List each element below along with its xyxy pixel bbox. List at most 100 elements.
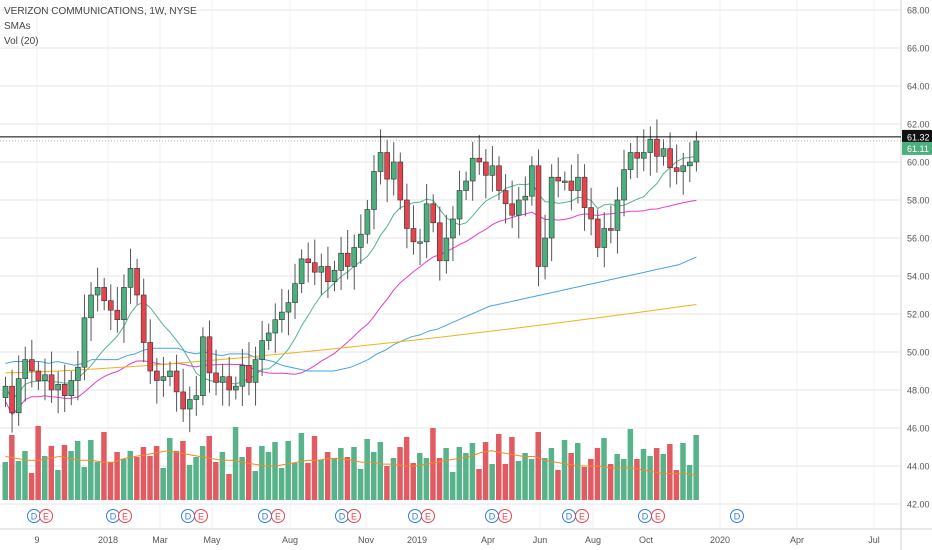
- event-marker-label: E: [655, 512, 661, 522]
- x-tick-label: 2020: [710, 535, 730, 545]
- volume-bar: [430, 428, 436, 500]
- candle-body: [259, 340, 265, 360]
- event-marker-label: D: [31, 512, 38, 522]
- volume-bar: [660, 454, 666, 500]
- volume-bar: [548, 448, 555, 500]
- volume-bar: [509, 437, 515, 500]
- volume-bar: [476, 469, 482, 500]
- candle-body: [456, 190, 463, 220]
- candle-body: [206, 336, 213, 374]
- candle-body: [292, 283, 298, 303]
- candle-body: [239, 364, 246, 387]
- candle-body: [463, 180, 469, 191]
- earnings-marker: [575, 509, 589, 523]
- volume-bar: [318, 460, 324, 500]
- candle-body: [542, 237, 548, 267]
- y-tick-label: 56.00: [907, 234, 930, 244]
- volume-bar: [667, 444, 673, 500]
- y-tick-label: 44.00: [907, 462, 930, 472]
- candle-body: [654, 138, 660, 157]
- y-tick-label: 60.00: [907, 158, 930, 168]
- event-marker-label: E: [122, 512, 128, 522]
- candle-body: [483, 161, 489, 176]
- candle-body: [42, 374, 48, 381]
- chart-legend: VERIZON COMMUNICATIONS, 1W, NYSE SMAs Vo…: [4, 4, 197, 49]
- sma-short-line: [5, 155, 697, 401]
- last-price-label: 61.11: [907, 144, 929, 154]
- sma-legend[interactable]: SMAs: [4, 21, 31, 32]
- volume-legend[interactable]: Vol (20): [4, 36, 39, 47]
- event-marker-label: D: [110, 512, 117, 522]
- volume-bar: [555, 470, 561, 500]
- candle-body: [489, 165, 496, 176]
- volume-bar: [265, 452, 272, 500]
- volume-bar: [370, 452, 377, 500]
- volume-bar: [55, 470, 61, 500]
- earnings-marker: [498, 509, 512, 523]
- candle-body: [331, 269, 338, 282]
- candle-body: [325, 266, 331, 282]
- y-axis[interactable]: 42.00 44.00 46.00 48.00 50.00 52.00 54.00 56.00…: [907, 6, 930, 510]
- y-tick-label: 58.00: [907, 196, 930, 206]
- candle-body: [9, 385, 15, 414]
- candle-body: [581, 176, 588, 208]
- candle-body: [351, 247, 358, 267]
- volume-bar: [535, 432, 541, 500]
- candle-body: [522, 195, 529, 201]
- volume-bar: [311, 436, 318, 500]
- volume-bar: [469, 443, 476, 500]
- candle-body: [298, 258, 305, 284]
- volume-bar: [186, 465, 193, 500]
- candle-body: [344, 252, 351, 267]
- volume-bar: [48, 446, 55, 500]
- volume-bar: [324, 452, 331, 500]
- volume-bar: [68, 451, 74, 500]
- candle-body: [404, 199, 410, 229]
- x-tick-label: 9: [34, 535, 39, 545]
- volume-bar: [292, 463, 298, 500]
- volume-bar: [81, 467, 87, 500]
- event-marker-label: D: [339, 512, 346, 522]
- x-tick-label: Oct: [639, 535, 654, 545]
- x-tick-label: Nov: [358, 535, 375, 545]
- volume-bar: [193, 457, 199, 500]
- volume-bar: [364, 439, 370, 500]
- volume-bar: [574, 443, 581, 500]
- candlesticks: [2, 119, 700, 433]
- x-tick-label: Aug: [282, 535, 298, 545]
- volume-bar: [344, 457, 351, 500]
- y-tick-label: 46.00: [907, 424, 930, 434]
- volume-bar: [278, 468, 285, 500]
- candle-body: [693, 140, 700, 163]
- volume-bar: [561, 440, 568, 500]
- candle-body: [200, 336, 206, 396]
- candle-body: [417, 241, 423, 244]
- event-marker-label: E: [502, 512, 508, 522]
- earnings-marker: [271, 509, 285, 523]
- candle-body: [377, 152, 384, 172]
- candle-body: [279, 311, 285, 321]
- volume-bar: [423, 458, 430, 500]
- horizontal-line-label: 61.32: [907, 132, 930, 142]
- candle-body: [555, 176, 562, 182]
- volume-bar: [515, 461, 522, 500]
- volume-bar: [147, 456, 153, 500]
- y-tick-label: 52.00: [907, 310, 930, 320]
- event-marker-label: D: [489, 512, 496, 522]
- candle-body: [614, 199, 621, 231]
- volume-bar: [2, 462, 8, 500]
- candle-body: [680, 165, 687, 172]
- symbol-title[interactable]: VERIZON COMMUNICATIONS, 1W, NYSE: [4, 6, 197, 17]
- event-marker-label: D: [185, 512, 192, 522]
- candle-body: [107, 300, 114, 311]
- candle-body: [233, 385, 239, 391]
- volume-bar: [680, 443, 686, 500]
- x-tick-label: 2018: [98, 535, 118, 545]
- volume-bar: [384, 466, 390, 500]
- event-marker-label: E: [425, 512, 431, 522]
- x-axis[interactable]: 9 2018 Mar May Aug Nov 2019 Apr Jun Aug Oct 2020 Apr…: [34, 535, 879, 545]
- volume-bar: [259, 446, 265, 500]
- volume-bar: [390, 458, 397, 500]
